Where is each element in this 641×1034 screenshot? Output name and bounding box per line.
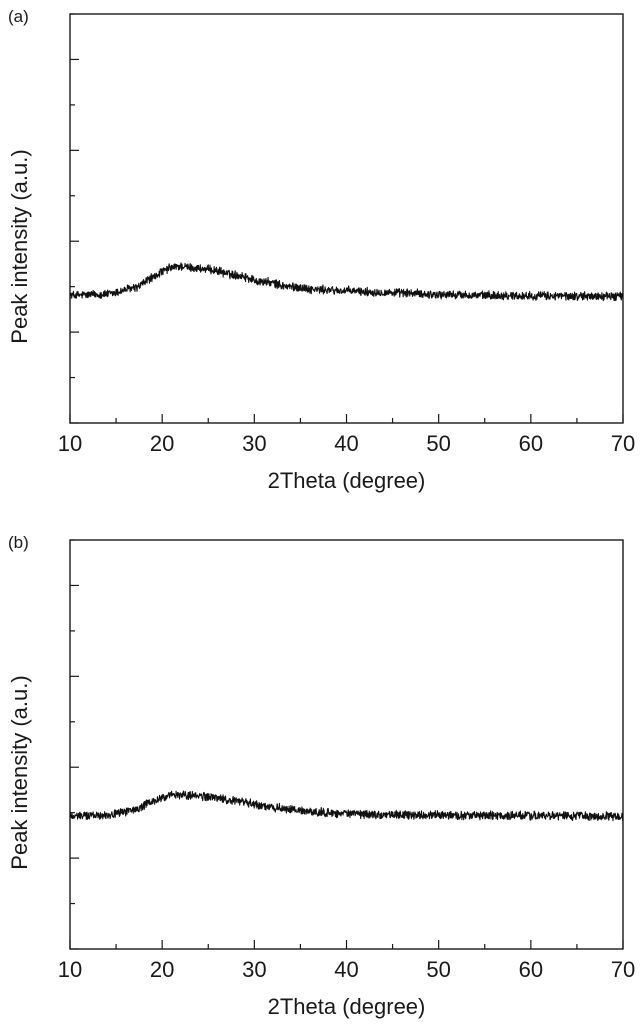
- panel-a: (a) 10 20 30 40 50 60 70 2Theta (degree)…: [7, 7, 635, 493]
- y-axis-title-a: Peak intensity (a.u.): [7, 149, 32, 343]
- x-tick-label-a-10: 10: [58, 431, 82, 456]
- x-tick-labels-b: 10 20 30 40 50 60 70: [58, 957, 635, 982]
- x-tick-label-b-10: 10: [58, 957, 82, 982]
- x-tick-labels-a: 10 20 30 40 50 60 70: [58, 431, 635, 456]
- plot-frame-b: [69, 539, 624, 950]
- x-tick-label-a-70: 70: [611, 431, 635, 456]
- x-tick-label-b-30: 30: [242, 957, 266, 982]
- x-tick-label-b-40: 40: [334, 957, 358, 982]
- y-axis-title-b: Peak intensity (a.u.): [7, 675, 32, 869]
- x-tick-label-a-30: 30: [242, 431, 266, 456]
- x-tick-label-b-60: 60: [519, 957, 543, 982]
- panel-b: (b) 10 20 30 40 50 60 70 2Theta (degree)…: [7, 533, 635, 1019]
- x-axis-title-a: 2Theta (degree): [268, 468, 426, 493]
- xrd-pattern-line-b: [69, 790, 624, 822]
- x-tick-label-a-50: 50: [426, 431, 450, 456]
- xrd-pattern-line-a: [69, 262, 624, 302]
- plot-frame-a: [69, 13, 624, 424]
- axis-ticks-a: [69, 13, 624, 424]
- x-tick-label-a-20: 20: [150, 431, 174, 456]
- x-tick-label-b-50: 50: [426, 957, 450, 982]
- x-tick-label-b-70: 70: [611, 957, 635, 982]
- x-axis-title-b: 2Theta (degree): [268, 994, 426, 1019]
- panel-label-b: (b): [8, 533, 29, 552]
- x-tick-label-a-40: 40: [334, 431, 358, 456]
- x-tick-label-a-60: 60: [519, 431, 543, 456]
- panel-label-a: (a): [8, 7, 29, 26]
- axis-ticks-b: [69, 539, 624, 950]
- x-tick-label-b-20: 20: [150, 957, 174, 982]
